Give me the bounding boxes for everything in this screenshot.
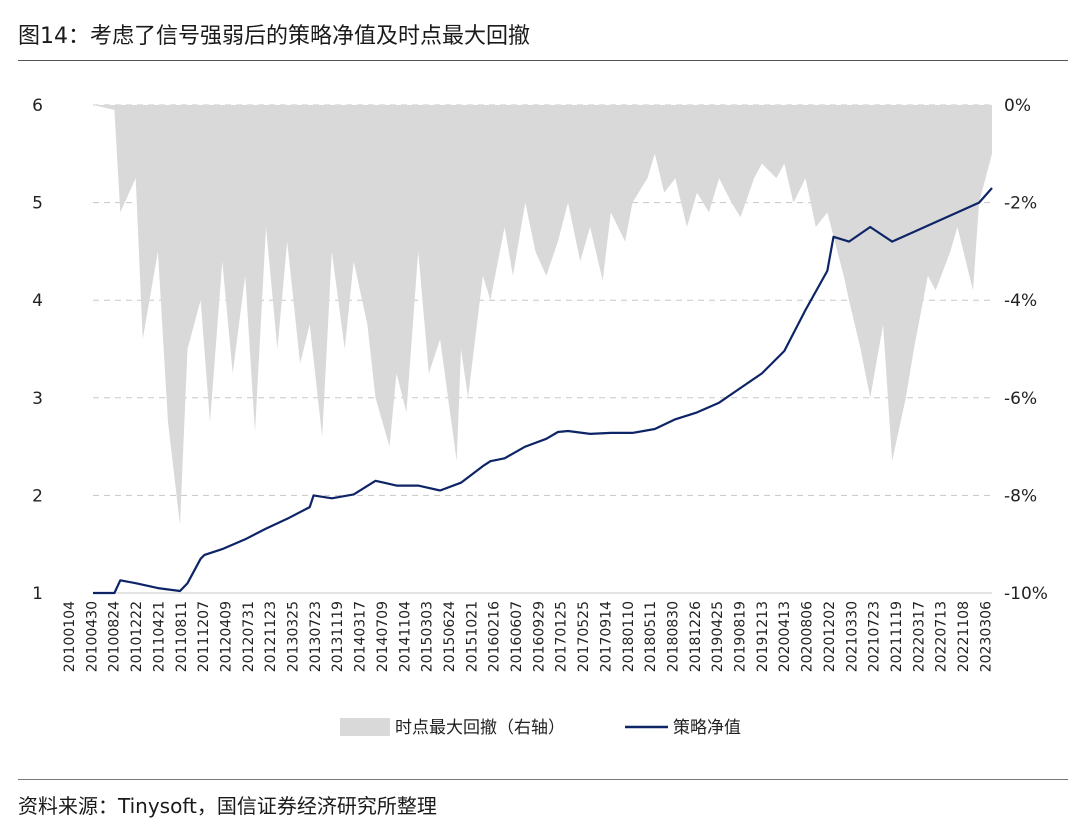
x-tick-label: 20151021 bbox=[464, 601, 480, 672]
chart-title: 图14：考虑了信号强弱后的策略净值及时点最大回撤 bbox=[18, 24, 530, 49]
x-tick-label: 20191213 bbox=[755, 601, 771, 672]
x-tick-label: 20150624 bbox=[442, 601, 458, 672]
chart: 1 2 3 4 5 6 0% -2% -4% -6% -8% -10% 20100104 201004… bbox=[32, 96, 1048, 738]
x-tick-label: 20160607 bbox=[509, 601, 525, 672]
x-tick-label: 20170125 bbox=[554, 601, 570, 672]
nav-line-layer bbox=[93, 187, 993, 595]
y-left-tick-label: 2 bbox=[32, 486, 43, 506]
x-tick-label: 20230306 bbox=[978, 601, 994, 672]
x-tick-label: 20110421 bbox=[151, 601, 167, 672]
x-tick-label: 20160216 bbox=[487, 601, 503, 672]
x-tick-label: 20221108 bbox=[956, 601, 972, 672]
y-left-tick-label: 6 bbox=[32, 96, 43, 116]
legend-swatch-drawdown bbox=[340, 718, 390, 736]
legend-label-drawdown: 时点最大回撤（右轴） bbox=[395, 718, 565, 738]
y-axis-left: 1 2 3 4 5 6 bbox=[32, 96, 43, 604]
x-tick-label: 20120409 bbox=[219, 601, 235, 672]
nav-line bbox=[93, 187, 993, 595]
x-tick-label: 20101222 bbox=[129, 601, 145, 672]
x-tick-label: 20160929 bbox=[531, 601, 547, 672]
x-tick-label: 20100824 bbox=[107, 601, 123, 672]
footer-divider bbox=[18, 779, 1068, 780]
y-left-tick-label: 5 bbox=[32, 194, 43, 214]
x-tick-label: 20220713 bbox=[934, 601, 950, 672]
x-tick-label: 20141104 bbox=[397, 601, 413, 672]
x-tick-label: 20210330 bbox=[844, 601, 860, 672]
x-tick-label: 20121123 bbox=[263, 601, 279, 672]
legend-label-nav: 策略净值 bbox=[673, 718, 741, 738]
x-tick-label: 20200413 bbox=[777, 601, 793, 672]
x-tick-label: 20100104 bbox=[62, 601, 78, 672]
x-tick-label: 20180110 bbox=[621, 601, 637, 672]
drawdown-area bbox=[93, 105, 992, 525]
y-axis-right: 0% -2% -4% -6% -8% -10% bbox=[1004, 96, 1048, 604]
y-right-tick-label: -10% bbox=[1004, 584, 1048, 604]
x-tick-label: 20150303 bbox=[420, 601, 436, 672]
y-right-tick-label: -2% bbox=[1004, 194, 1037, 214]
x-tick-label: 20140317 bbox=[353, 601, 369, 672]
x-tick-label: 20180830 bbox=[666, 601, 682, 672]
y-left-tick-label: 1 bbox=[32, 584, 43, 604]
x-tick-label: 20181226 bbox=[688, 601, 704, 672]
x-tick-label: 20220317 bbox=[911, 601, 927, 672]
title-divider bbox=[18, 60, 1068, 61]
x-tick-label: 20130325 bbox=[286, 601, 302, 672]
x-tick-label: 20190819 bbox=[733, 601, 749, 672]
x-tick-label: 20201202 bbox=[822, 601, 838, 672]
y-right-tick-label: 0% bbox=[1004, 96, 1031, 116]
x-axis: 20100104 20100430 20100824 20101222 20110421… bbox=[62, 601, 994, 672]
legend: 时点最大回撤（右轴） 策略净值 bbox=[340, 718, 741, 738]
x-tick-label: 20200806 bbox=[800, 601, 816, 672]
x-tick-label: 20210723 bbox=[867, 601, 883, 672]
x-tick-label: 20130723 bbox=[308, 601, 324, 672]
x-tick-label: 20111207 bbox=[196, 601, 212, 672]
x-tick-label: 20100430 bbox=[84, 601, 100, 672]
drawdown-area-layer bbox=[93, 105, 992, 525]
x-tick-label: 20170525 bbox=[576, 601, 592, 672]
x-tick-label: 20180511 bbox=[643, 601, 659, 672]
x-tick-label: 20190425 bbox=[710, 601, 726, 672]
y-left-tick-label: 3 bbox=[32, 389, 43, 409]
y-right-tick-label: -8% bbox=[1004, 486, 1037, 506]
x-tick-label: 20131119 bbox=[330, 601, 346, 672]
x-tick-label: 20110811 bbox=[174, 601, 190, 672]
x-tick-label: 20140709 bbox=[375, 601, 391, 672]
y-right-tick-label: -6% bbox=[1004, 389, 1037, 409]
x-tick-label: 20211119 bbox=[889, 601, 905, 672]
y-right-tick-label: -4% bbox=[1004, 291, 1037, 311]
source-note: 资料来源：Tinysoft，国信证券经济研究所整理 bbox=[18, 794, 437, 818]
x-tick-label: 20170914 bbox=[598, 601, 614, 672]
x-tick-label: 20120731 bbox=[241, 601, 257, 672]
y-left-tick-label: 4 bbox=[32, 291, 43, 311]
